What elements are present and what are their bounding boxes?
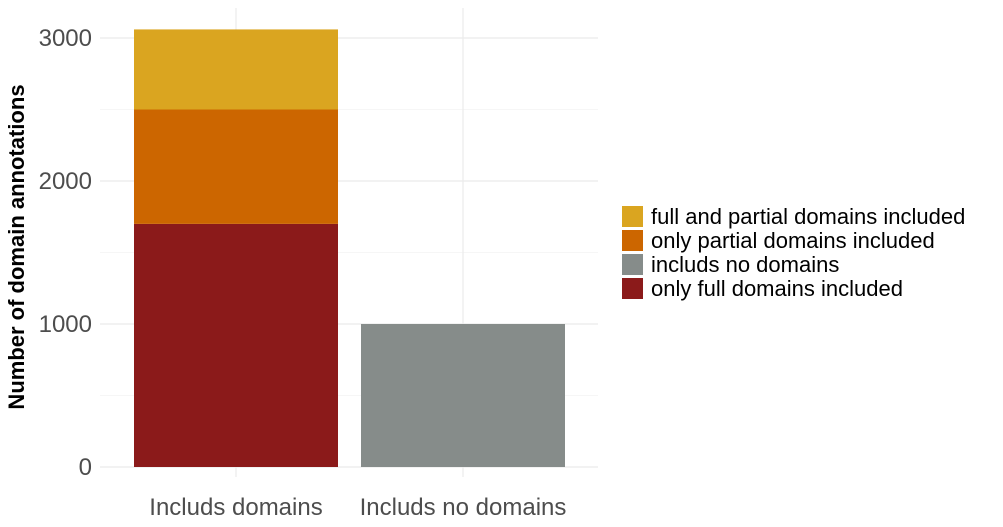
legend-swatch (622, 254, 643, 275)
bar-segment (134, 223, 338, 467)
legend-swatch (622, 230, 643, 251)
legend-swatch (622, 278, 643, 299)
bars (134, 29, 565, 467)
legend-label: only partial domains included (651, 228, 935, 253)
y-tick-label: 3000 (39, 25, 92, 52)
legend-label: includs no domains (651, 252, 839, 277)
x-tick-label: Includs domains (149, 494, 322, 521)
y-tick-label: 0 (79, 454, 92, 481)
y-axis-title: Number of domain annotations (4, 84, 29, 409)
bar-segment (361, 324, 565, 467)
legend-label: full and partial domains included (651, 204, 965, 229)
bar-segment (134, 29, 338, 110)
x-axis-ticks: Includs domains Includs no domains (149, 494, 566, 521)
bar-segment (134, 109, 338, 224)
legend-swatch (622, 206, 643, 227)
x-tick-label: Includs no domains (360, 494, 567, 521)
legend-label: only full domains included (651, 276, 903, 301)
y-tick-label: 1000 (39, 311, 92, 338)
y-axis-ticks: 0 1000 2000 3000 (39, 25, 92, 481)
y-tick-label: 2000 (39, 168, 92, 195)
